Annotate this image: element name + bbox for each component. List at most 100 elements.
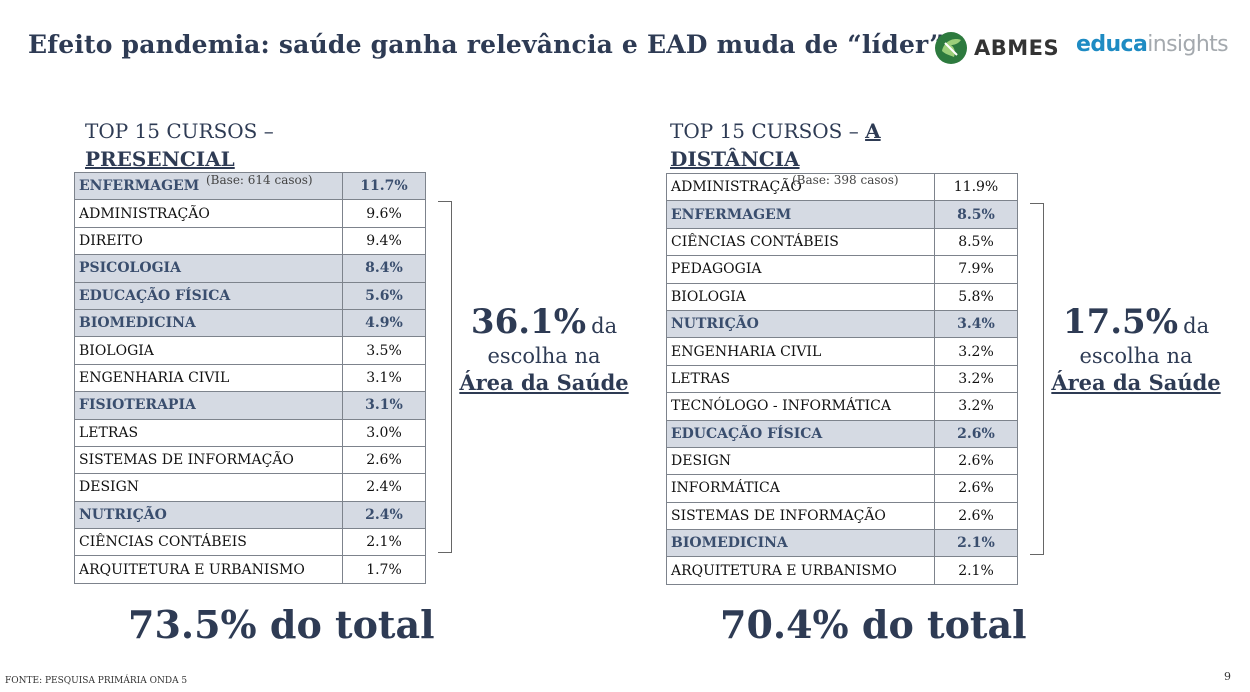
course-share: 2.6% <box>934 474 1018 503</box>
course-share: 2.1% <box>934 556 1018 585</box>
presencial-base-note: (Base: 614 casos) <box>206 173 313 187</box>
course-name: LETRAS <box>74 418 343 447</box>
table-row: TECNÓLOGO - INFORMÁTICA 3.2% <box>666 392 1018 421</box>
table-row: LETRAS 3.2% <box>666 364 1018 394</box>
course-name: EDUCAÇÃO FÍSICA <box>666 419 935 448</box>
distancia-total: 70.4% do total <box>720 602 1027 647</box>
page-title: Efeito pandemia: saúde ganha relevância … <box>28 30 944 59</box>
course-name: NUTRIÇÃO <box>666 309 935 339</box>
course-share: 11.7% <box>342 171 426 201</box>
abmes-logo: ABMES <box>934 30 1059 66</box>
course-name: SISTEMAS DE INFORMAÇÃO <box>666 501 935 531</box>
course-share: 2.4% <box>342 500 426 530</box>
course-share: 2.4% <box>342 473 426 502</box>
course-name: CIÊNCIAS CONTÁBEIS <box>666 227 935 257</box>
presencial-heading: TOP 15 CURSOS – PRESENCIAL <box>85 119 274 171</box>
educainsights-logo: educainsights <box>1076 32 1229 57</box>
distancia-table: ADMINISTRAÇÃO 11.9% ENFERMAGEM 8.5% CIÊNCIAS… <box>666 172 1018 585</box>
course-name: ENGENHARIA CIVIL <box>666 337 935 366</box>
course-share: 3.0% <box>342 418 426 447</box>
course-name: DESIGN <box>74 473 343 502</box>
course-share: 2.6% <box>934 501 1018 531</box>
presencial-total: 73.5% do total <box>128 602 435 647</box>
course-share: 3.2% <box>934 392 1018 421</box>
course-share: 9.6% <box>342 199 426 228</box>
course-name: NUTRIÇÃO <box>74 500 343 530</box>
course-share: 3.2% <box>934 337 1018 366</box>
presencial-health-pct: 36.1% <box>470 302 587 342</box>
course-share: 7.9% <box>934 255 1018 284</box>
table-row: EDUCAÇÃO FÍSICA 5.6% <box>74 281 426 310</box>
table-row: EDUCAÇÃO FÍSICA 2.6% <box>666 419 1018 448</box>
course-share: 9.4% <box>342 226 426 256</box>
course-name: PEDAGOGIA <box>666 255 935 284</box>
table-row: CIÊNCIAS CONTÁBEIS 2.1% <box>74 528 426 557</box>
abmes-leaf-icon <box>935 32 967 64</box>
table-row: SISTEMAS DE INFORMAÇÃO 2.6% <box>666 501 1018 531</box>
source-footer: FONTE: PESQUISA PRIMÁRIA ONDA 5 <box>5 676 188 686</box>
presencial-health-callout: 36.1% da escolha na Área da Saúde <box>459 302 629 395</box>
course-name: PSICOLOGIA <box>74 254 343 283</box>
distancia-heading: TOP 15 CURSOS – A DISTÂNCIA <box>670 119 881 171</box>
table-row: DESIGN 2.4% <box>74 473 426 502</box>
distancia-bracket <box>1030 203 1044 555</box>
distancia-base-note: (Base: 398 casos) <box>792 173 899 187</box>
course-share: 11.9% <box>934 172 1018 202</box>
course-share: 3.5% <box>342 336 426 365</box>
course-share: 8.5% <box>934 200 1018 229</box>
course-share: 8.4% <box>342 254 426 283</box>
abmes-logo-text: ABMES <box>974 36 1060 60</box>
table-row: NUTRIÇÃO 3.4% <box>666 309 1018 339</box>
course-share: 2.1% <box>342 528 426 557</box>
table-row: DESIGN 2.6% <box>666 446 1018 476</box>
course-share: 2.6% <box>934 419 1018 448</box>
distancia-health-pct: 17.5% <box>1062 302 1179 342</box>
course-name: ADMINISTRAÇÃO <box>74 199 343 228</box>
course-name: BIOMEDICINA <box>666 529 935 558</box>
course-name: DIREITO <box>74 226 343 256</box>
course-name: TECNÓLOGO - INFORMÁTICA <box>666 392 935 421</box>
course-name: SISTEMAS DE INFORMAÇÃO <box>74 445 343 475</box>
course-name: FISIOTERAPIA <box>74 391 343 420</box>
table-row: INFORMÁTICA 2.6% <box>666 474 1018 503</box>
table-row: NUTRIÇÃO 2.4% <box>74 500 426 530</box>
table-row: PSICOLOGIA 8.4% <box>74 254 426 283</box>
table-row: ENFERMAGEM 8.5% <box>666 200 1018 229</box>
course-name: BIOMEDICINA <box>74 308 343 338</box>
table-row: LETRAS 3.0% <box>74 418 426 447</box>
course-name: ENFERMAGEM <box>666 200 935 229</box>
table-row: BIOLOGIA 5.8% <box>666 282 1018 311</box>
table-row: ENFERMAGEM 11.7% <box>74 171 426 201</box>
course-share: 8.5% <box>934 227 1018 257</box>
table-row: BIOLOGIA 3.5% <box>74 336 426 365</box>
course-name: BIOLOGIA <box>666 282 935 311</box>
presencial-bracket <box>438 201 452 553</box>
course-name: ARQUITETURA E URBANISMO <box>74 555 343 584</box>
course-share: 3.1% <box>342 391 426 420</box>
table-row: DIREITO 9.4% <box>74 226 426 256</box>
table-row: ADMINISTRAÇÃO 11.9% <box>666 172 1018 202</box>
course-share: 5.6% <box>342 281 426 310</box>
course-share: 2.1% <box>934 529 1018 558</box>
course-name: ARQUITETURA E URBANISMO <box>666 556 935 585</box>
table-row: ENGENHARIA CIVIL 3.1% <box>74 363 426 393</box>
course-name: DESIGN <box>666 446 935 476</box>
course-name: EDUCAÇÃO FÍSICA <box>74 281 343 310</box>
table-row: SISTEMAS DE INFORMAÇÃO 2.6% <box>74 445 426 475</box>
table-row: CIÊNCIAS CONTÁBEIS 8.5% <box>666 227 1018 257</box>
course-share: 5.8% <box>934 282 1018 311</box>
table-row: BIOMEDICINA 2.1% <box>666 529 1018 558</box>
page-number: 9 <box>1224 670 1231 683</box>
table-row: FISIOTERAPIA 3.1% <box>74 391 426 420</box>
table-row: ADMINISTRAÇÃO 9.6% <box>74 199 426 228</box>
course-name: BIOLOGIA <box>74 336 343 365</box>
course-share: 4.9% <box>342 308 426 338</box>
course-share: 2.6% <box>934 446 1018 476</box>
course-share: 1.7% <box>342 555 426 584</box>
table-row: ARQUITETURA E URBANISMO 1.7% <box>74 555 426 584</box>
table-row: PEDAGOGIA 7.9% <box>666 255 1018 284</box>
course-share: 3.2% <box>934 364 1018 394</box>
course-share: 2.6% <box>342 445 426 475</box>
course-share: 3.4% <box>934 309 1018 339</box>
presencial-table: ENFERMAGEM 11.7% ADMINISTRAÇÃO 9.6% DIREITO 9… <box>74 171 426 584</box>
